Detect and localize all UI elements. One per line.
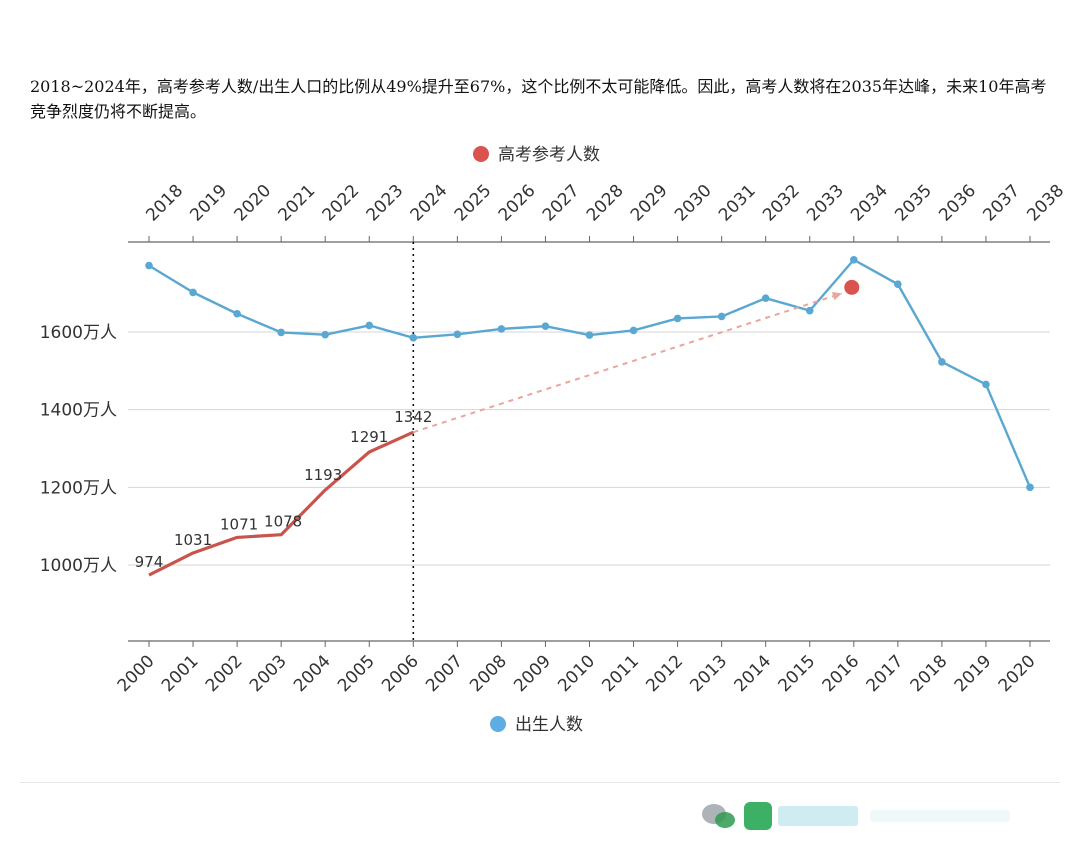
exam-series-line — [148, 430, 414, 577]
top-axis-tick-label: 2026 — [495, 181, 540, 226]
top-axis-tick-label: 2033 — [803, 181, 848, 226]
bottom-axis-tick-label: 2004 — [290, 651, 335, 696]
watermark-logo — [700, 798, 1060, 834]
birth-data-point — [189, 288, 197, 297]
bottom-axis-tick-label: 2015 — [775, 651, 820, 696]
y-axis-tick-labels: 1000万人 1200万人 1400万人 1600万人 — [40, 323, 117, 576]
bottom-axis-tick-label: 2008 — [466, 651, 511, 696]
birth-data-point — [365, 321, 374, 330]
data-labels: 974 1031 1071 1078 1193 1291 1342 — [135, 408, 433, 571]
birth-data-point — [761, 294, 770, 303]
bottom-axis-tick-label: 2016 — [819, 651, 864, 696]
top-axis-tick-label: 2024 — [407, 181, 452, 226]
footer-divider — [20, 782, 1060, 783]
top-axis-tick-label: 2023 — [363, 181, 408, 226]
y-tick-label: 1000万人 — [40, 556, 117, 576]
bottom-axis-tick-label: 2018 — [907, 651, 952, 696]
birth-data-point — [850, 255, 858, 264]
birth-data-point — [938, 358, 946, 366]
birth-series-line — [148, 258, 1032, 488]
bottom-axis-tick-label: 2011 — [598, 651, 643, 696]
birth-data-point — [982, 380, 990, 389]
top-axis-tick-label: 2022 — [319, 181, 364, 226]
bottom-axis-tick-label: 2012 — [642, 651, 687, 696]
top-axis-tick-label: 2032 — [759, 181, 804, 226]
y-tick-label: 1600万人 — [40, 323, 117, 343]
top-axis-tick-label: 2020 — [230, 181, 275, 226]
bottom-axis-tick-label: 2001 — [158, 651, 203, 696]
exam-data-label: 974 — [135, 553, 164, 571]
chart-axes — [128, 236, 1050, 647]
birth-data-point — [453, 330, 462, 339]
top-axis-tick-label: 2021 — [275, 181, 320, 226]
bottom-axis-tick-label: 2003 — [246, 651, 291, 696]
birth-data-point — [805, 306, 814, 315]
top-axis-tick-label: 2035 — [891, 181, 936, 226]
legend-label-birth[interactable]: 出生人数 — [515, 715, 583, 735]
birth-data-point — [321, 330, 330, 339]
exam-data-label: 1342 — [394, 408, 432, 426]
bottom-axis-tick-label: 2017 — [863, 651, 908, 696]
birth-data-point — [233, 309, 241, 318]
bottom-axis-tick-label: 2019 — [951, 651, 996, 696]
exam-data-label: 1071 — [220, 515, 258, 533]
exam-data-label: 1291 — [350, 428, 388, 446]
legend-label-exam[interactable]: 高考参考人数 — [498, 145, 600, 165]
birth-data-point — [277, 328, 285, 337]
birth-data-point — [497, 325, 506, 333]
top-axis-tick-labels: 2018 2019 2020 2021 2022 2023 2024 2025 2026 2027… — [142, 181, 1068, 226]
bottom-axis-tick-label: 2006 — [378, 651, 423, 696]
top-axis-tick-label: 2037 — [979, 181, 1024, 226]
legend-marker-exam[interactable] — [473, 146, 489, 162]
projection-arrowhead — [831, 291, 842, 301]
top-axis-tick-label: 2030 — [671, 181, 716, 226]
y-tick-label: 1400万人 — [40, 401, 117, 421]
projection-dashed-line — [412, 292, 843, 434]
top-axis-tick-label: 2025 — [451, 181, 496, 226]
birth-data-point — [629, 326, 638, 335]
bottom-axis-tick-label: 2000 — [114, 651, 159, 696]
birth-data-point — [894, 280, 902, 289]
top-axis-tick-label: 2036 — [935, 181, 980, 226]
birth-data-point — [541, 322, 550, 330]
bottom-axis-tick-labels: 2000 2001 2002 2003 2004 2005 2006 2007 2008 2009… — [114, 651, 1040, 696]
top-axis-tick-label: 2028 — [583, 181, 628, 226]
bottom-axis-tick-label: 2007 — [422, 651, 467, 696]
birth-data-point — [717, 312, 726, 321]
y-tick-label: 1200万人 — [40, 478, 117, 498]
top-axis-tick-label: 2018 — [142, 181, 187, 226]
bottom-axis-tick-label: 2010 — [554, 651, 599, 696]
bottom-axis-tick-label: 2013 — [686, 651, 731, 696]
chart-series — [145, 255, 1034, 577]
bottom-axis-tick-label: 2002 — [202, 651, 247, 696]
birth-data-point — [1026, 483, 1034, 492]
birth-data-point — [585, 331, 594, 339]
top-axis-tick-label: 2034 — [847, 181, 892, 226]
birth-data-point — [673, 314, 682, 323]
bottom-axis-tick-label: 2014 — [731, 651, 776, 696]
caption-text: 2018~2024年，高考参考人数/出生人口的比例从49%提升至67%，这个比例… — [30, 77, 1047, 121]
exam-data-label: 1078 — [264, 513, 302, 531]
top-axis-tick-label: 2031 — [715, 181, 760, 226]
birth-data-point — [145, 261, 153, 270]
bottom-axis-tick-label: 2009 — [510, 651, 555, 696]
top-axis-tick-label: 2027 — [539, 181, 584, 226]
legend-marker-birth[interactable] — [490, 716, 506, 732]
birth-data-point — [409, 334, 418, 342]
top-axis-tick-label: 2038 — [1023, 181, 1068, 226]
top-axis-tick-label: 2029 — [627, 181, 672, 226]
exam-data-label: 1193 — [304, 466, 342, 484]
projection-point — [844, 279, 860, 295]
top-axis-tick-label: 2019 — [186, 181, 231, 226]
exam-data-label: 1031 — [174, 531, 212, 549]
bottom-axis-tick-label: 2020 — [995, 651, 1040, 696]
bottom-axis-tick-label: 2005 — [334, 651, 379, 696]
